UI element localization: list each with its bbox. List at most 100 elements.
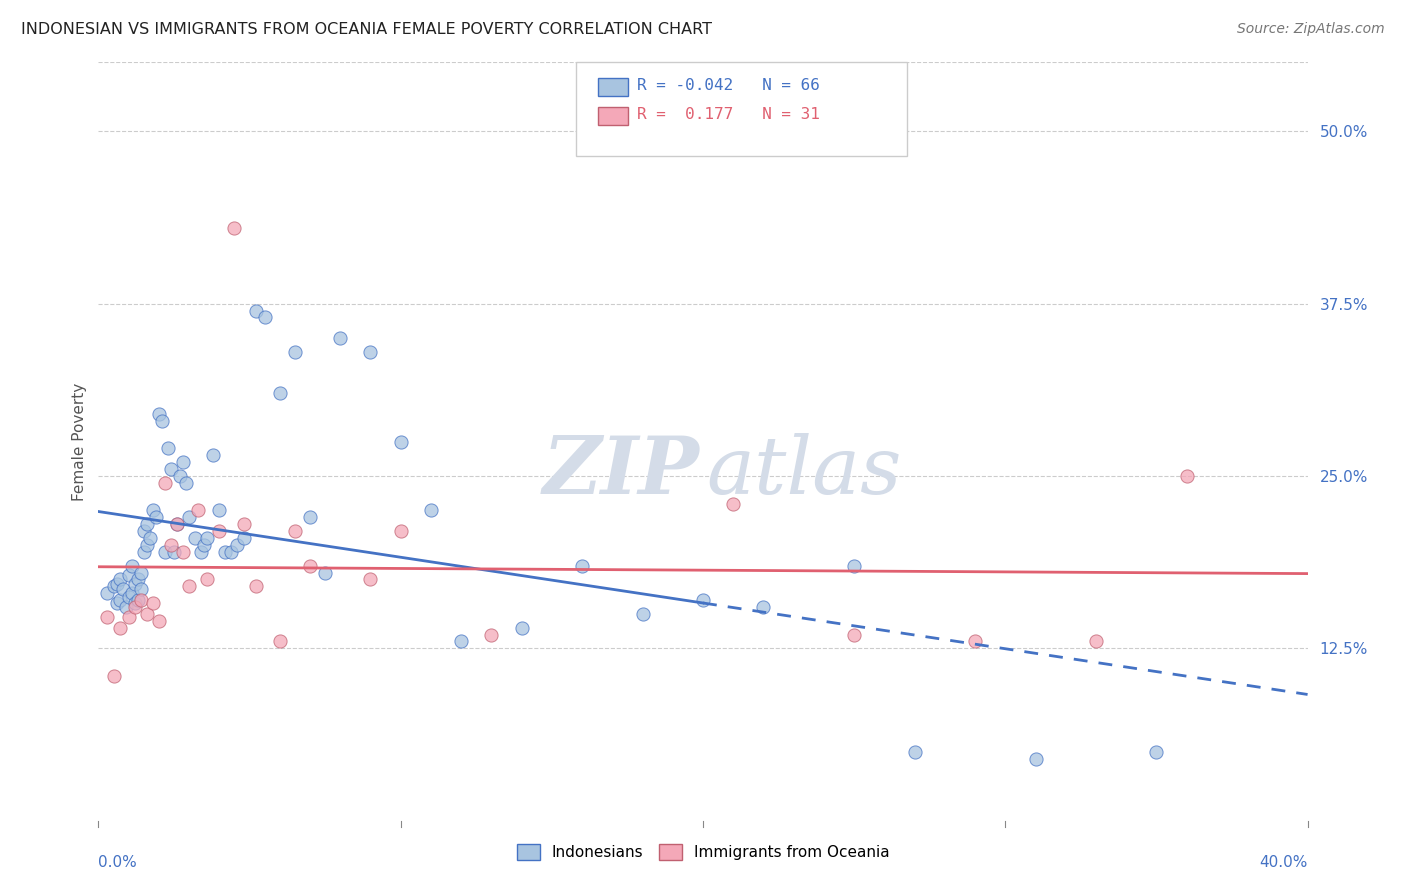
Point [148, 614, 170, 628]
Text: R =  0.177   N = 31: R = 0.177 N = 31 [637, 107, 820, 122]
Point [571, 558, 593, 573]
Point [127, 573, 149, 587]
Point [105, 576, 128, 591]
Point [127, 593, 149, 607]
Point [135, 538, 157, 552]
Point [284, 345, 307, 359]
Point [121, 558, 143, 573]
Point [314, 566, 336, 580]
Point [389, 524, 412, 538]
Point [190, 545, 212, 559]
Point [166, 517, 188, 532]
Point [142, 503, 165, 517]
Point [118, 609, 141, 624]
Point [844, 627, 866, 641]
Point [103, 579, 125, 593]
Text: INDONESIAN VS IMMIGRANTS FROM OCEANIA FEMALE POVERTY CORRELATION CHART: INDONESIAN VS IMMIGRANTS FROM OCEANIA FE… [21, 22, 711, 37]
Point [844, 558, 866, 573]
Point [172, 545, 194, 559]
Point [114, 599, 136, 614]
Point [284, 524, 307, 538]
Point [124, 596, 146, 610]
Point [132, 545, 155, 559]
Text: 40.0%: 40.0% [1260, 855, 1308, 870]
Point [1085, 634, 1108, 648]
Point [132, 524, 155, 538]
Point [208, 503, 231, 517]
Point [160, 462, 183, 476]
Point [150, 414, 173, 428]
Point [450, 634, 472, 648]
Point [118, 568, 141, 582]
Point [245, 303, 267, 318]
Point [124, 576, 146, 591]
Point [111, 582, 134, 596]
Point [1175, 469, 1198, 483]
Point [179, 510, 201, 524]
Point [108, 621, 131, 635]
Point [208, 524, 231, 538]
Legend: Indonesians, Immigrants from Oceania: Indonesians, Immigrants from Oceania [510, 838, 896, 866]
Point [360, 345, 382, 359]
Point [174, 475, 197, 490]
Point [148, 407, 170, 421]
Point [195, 573, 218, 587]
Point [723, 497, 745, 511]
Point [224, 220, 246, 235]
Point [156, 442, 179, 456]
Point [153, 545, 176, 559]
Text: Source: ZipAtlas.com: Source: ZipAtlas.com [1237, 22, 1385, 37]
Text: atlas: atlas [707, 434, 903, 510]
Point [232, 531, 254, 545]
Point [389, 434, 412, 449]
Point [105, 596, 128, 610]
Point [142, 596, 165, 610]
Point [269, 386, 291, 401]
Point [160, 538, 183, 552]
Point [1024, 751, 1046, 765]
Point [299, 510, 322, 524]
Point [226, 538, 249, 552]
Point [510, 621, 533, 635]
Point [124, 599, 146, 614]
Point [103, 669, 125, 683]
Text: ZIP: ZIP [543, 434, 699, 510]
Point [904, 745, 927, 759]
Point [195, 531, 218, 545]
Point [965, 634, 987, 648]
Point [360, 573, 382, 587]
Point [420, 503, 443, 517]
Point [96, 609, 118, 624]
Point [96, 586, 118, 600]
Point [187, 503, 209, 517]
Point [202, 448, 225, 462]
Point [129, 582, 152, 596]
Text: R = -0.042   N = 66: R = -0.042 N = 66 [637, 78, 820, 94]
Point [129, 566, 152, 580]
Point [163, 545, 186, 559]
Point [118, 591, 141, 605]
Point [108, 573, 131, 587]
Point [153, 475, 176, 490]
Point [481, 627, 503, 641]
Point [692, 593, 714, 607]
Point [179, 579, 201, 593]
Point [184, 531, 207, 545]
Point [299, 558, 322, 573]
Point [214, 545, 236, 559]
Point [108, 593, 131, 607]
Point [232, 517, 254, 532]
Y-axis label: Female Poverty: Female Poverty [72, 383, 87, 500]
Point [139, 531, 162, 545]
Point [129, 593, 152, 607]
Point [329, 331, 352, 345]
Point [166, 517, 188, 532]
Point [135, 607, 157, 621]
Point [221, 545, 243, 559]
Point [631, 607, 654, 621]
Point [169, 469, 191, 483]
Point [1144, 745, 1167, 759]
Point [193, 538, 215, 552]
Point [269, 634, 291, 648]
Text: 0.0%: 0.0% [98, 855, 138, 870]
